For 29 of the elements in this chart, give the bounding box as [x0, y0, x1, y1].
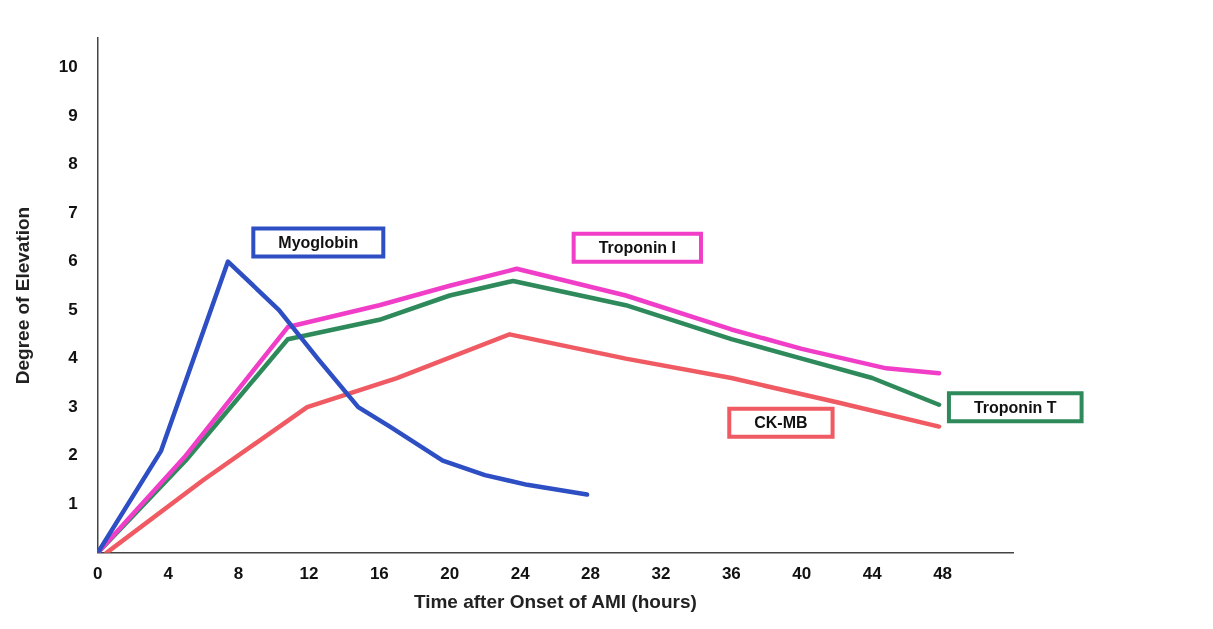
x-tick-label: 48 — [933, 563, 953, 583]
y-tick-label: 4 — [68, 348, 79, 368]
x-tick-label: 32 — [651, 563, 671, 583]
text: Troponin T — [973, 398, 1057, 416]
x-axis-title: Time after Onset of AMI (hours) — [413, 590, 697, 612]
y-tick-label: 5 — [68, 299, 78, 319]
y-tick-label: 10 — [58, 57, 78, 77]
x-tick-label: 16 — [369, 563, 389, 583]
x-tick-label: 12 — [299, 563, 319, 583]
x-tick-label: 28 — [581, 563, 601, 583]
y-tick-label: 1 — [68, 493, 78, 513]
series-label: Troponin I — [598, 239, 676, 257]
x-tick-label: 24 — [510, 563, 531, 583]
x-tick-label: 8 — [233, 563, 244, 583]
y-tick-label: 8 — [68, 154, 78, 174]
y-tick-label: 3 — [68, 396, 78, 416]
y-tick-label: 6 — [68, 251, 78, 271]
x-tick-label: 0 — [92, 563, 103, 583]
y-axis-title: Degree of Elevation — [11, 206, 33, 385]
x-tick-label: 36 — [721, 563, 741, 583]
y-tick-label: 2 — [68, 445, 78, 465]
x-tick-label: 20 — [440, 563, 460, 583]
y-tick-label: 7 — [68, 202, 78, 222]
series-label: CK-MB — [754, 414, 808, 432]
x-tick-label: 44 — [862, 563, 883, 583]
x-tick-label: 40 — [792, 563, 812, 583]
x-tick-label: 4 — [163, 563, 174, 583]
y-tick-label: 9 — [68, 105, 78, 125]
text: Myoglobin — [278, 234, 359, 252]
